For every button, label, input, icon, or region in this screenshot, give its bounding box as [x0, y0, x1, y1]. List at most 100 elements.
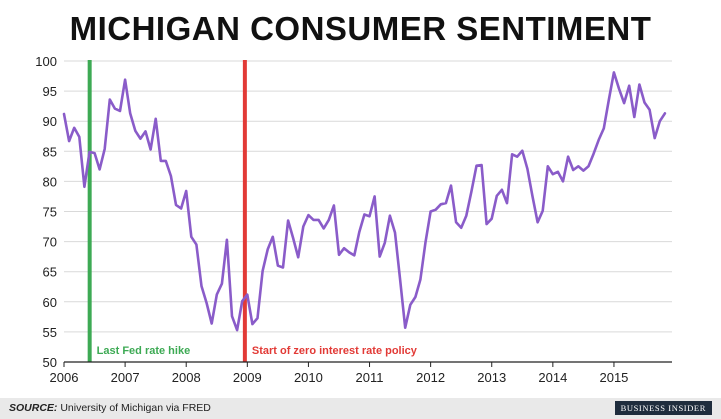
data-point — [302, 225, 304, 228]
data-point — [379, 256, 381, 258]
data-point — [338, 254, 340, 256]
data-point — [542, 210, 544, 212]
data-point — [445, 202, 447, 204]
data-point — [572, 169, 574, 171]
line-chart: 50 55 60 65 70 75 80 85 90 95 100 2006 2007 2008 2009… — [35, 54, 672, 385]
data-point — [363, 213, 365, 216]
data-point — [643, 101, 646, 104]
data-point — [83, 186, 85, 188]
chart-title: MICHIGAN CONSUMER SENTIMENT — [69, 10, 652, 47]
data-point — [272, 236, 274, 238]
y-tick-label: 100 — [35, 54, 57, 69]
data-point — [175, 204, 177, 206]
series-lines — [62, 71, 667, 332]
data-point — [94, 152, 96, 154]
data-point — [531, 195, 534, 197]
data-point — [659, 120, 661, 122]
data-point — [231, 315, 233, 317]
data-point — [460, 227, 462, 229]
data-point — [99, 168, 101, 170]
data-point — [603, 127, 605, 129]
x-tick-label: 2011 — [356, 370, 384, 385]
data-point — [165, 160, 167, 162]
y-tick-label: 60 — [43, 295, 57, 310]
y-tick-label: 50 — [43, 355, 57, 370]
x-tick-label: 2008 — [172, 370, 201, 385]
data-point — [211, 322, 213, 325]
data-point — [297, 256, 299, 258]
data-point — [368, 215, 371, 217]
data-point — [481, 164, 483, 166]
annotations: Last Fed rate hike Start of zero interest… — [87, 60, 418, 362]
data-point — [394, 232, 396, 234]
data-point — [348, 251, 350, 253]
annotation-label: Start of zero interest rate policy — [252, 345, 418, 357]
data-point — [155, 118, 157, 120]
y-tick-label: 70 — [43, 235, 57, 250]
data-point — [638, 83, 641, 86]
x-tick-label: 2009 — [233, 370, 262, 385]
data-point — [68, 140, 70, 142]
data-point — [419, 278, 421, 281]
data-point — [88, 151, 91, 153]
data-point — [256, 317, 259, 319]
data-point — [267, 248, 269, 250]
data-point — [435, 209, 437, 211]
series-line — [62, 71, 667, 332]
annotation-label: Last Fed rate hike — [97, 345, 191, 357]
data-point — [649, 109, 651, 111]
y-axis-ticks: 50 55 60 65 70 75 80 85 90 95 100 — [35, 54, 57, 370]
y-tick-label: 95 — [43, 84, 57, 99]
data-point — [104, 148, 106, 150]
data-point — [511, 153, 513, 155]
x-tick-label: 2010 — [294, 370, 323, 385]
y-tick-label: 55 — [43, 325, 57, 340]
data-point — [582, 170, 585, 172]
data-point — [78, 136, 80, 138]
data-point — [134, 130, 136, 132]
data-point — [450, 185, 452, 187]
data-point — [501, 189, 503, 191]
data-point — [119, 110, 121, 112]
data-point — [307, 214, 309, 216]
data-point — [124, 79, 126, 81]
data-point — [562, 180, 564, 182]
data-point — [389, 215, 391, 217]
data-point — [618, 88, 620, 90]
data-point — [526, 168, 529, 170]
data-point — [486, 223, 488, 225]
data-point — [216, 294, 218, 296]
data-point — [552, 173, 554, 175]
source-label: SOURCE: — [9, 402, 58, 414]
gridlines — [64, 60, 672, 333]
data-point — [399, 278, 401, 281]
footer-bar — [0, 398, 721, 419]
x-tick-label: 2006 — [50, 370, 79, 385]
data-point — [333, 204, 335, 207]
data-point — [593, 153, 595, 155]
y-tick-label: 90 — [43, 114, 57, 129]
data-point — [277, 265, 279, 267]
data-point — [251, 323, 253, 325]
data-point — [358, 231, 360, 233]
data-point — [440, 203, 442, 205]
y-tick-label: 85 — [43, 144, 57, 159]
data-point — [206, 302, 208, 304]
data-point — [414, 296, 416, 298]
data-point — [195, 244, 197, 246]
data-point — [226, 239, 228, 241]
y-tick-label: 65 — [43, 265, 57, 280]
data-point — [455, 221, 457, 223]
data-point — [506, 202, 508, 204]
data-point — [654, 137, 656, 139]
data-point — [180, 207, 182, 210]
data-point — [262, 270, 264, 272]
data-point — [73, 127, 75, 129]
data-point — [470, 191, 472, 193]
data-point — [221, 283, 223, 285]
data-point — [144, 130, 147, 132]
data-point — [465, 215, 467, 217]
data-point — [328, 219, 330, 221]
data-point — [150, 148, 152, 151]
data-point — [129, 112, 131, 114]
